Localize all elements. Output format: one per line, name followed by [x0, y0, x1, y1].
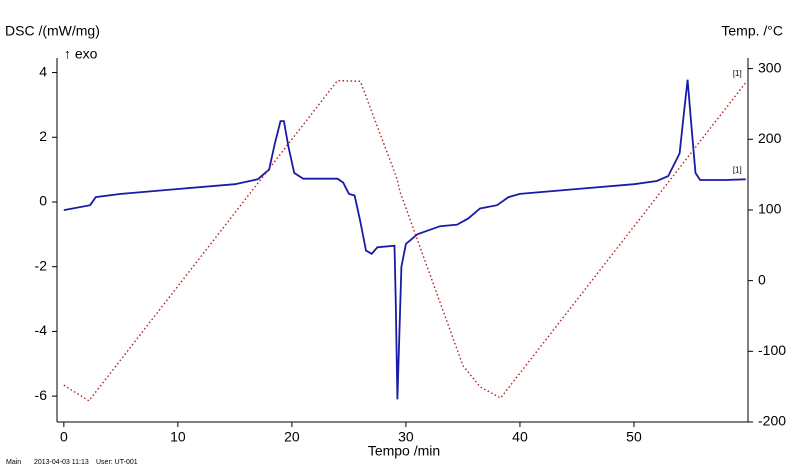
- y2-tick-label: 100: [758, 201, 782, 217]
- x-tick-label: 30: [398, 429, 414, 445]
- x-tick-label: 40: [512, 429, 528, 445]
- y2-tick-label: 300: [758, 59, 782, 75]
- y-axis-title: DSC /(mW/mg): [5, 23, 100, 39]
- x-tick-label: 50: [626, 429, 642, 445]
- y2-tick-label: 0: [758, 271, 766, 287]
- x-tick-label: 0: [60, 429, 68, 445]
- y-tick-label: 0: [39, 193, 47, 209]
- footer-text: 2013-04-03 11:13: [34, 459, 89, 466]
- series-label: [1]: [733, 69, 742, 78]
- y-tick-label: -4: [35, 322, 48, 338]
- series-line: [63, 79, 746, 400]
- series-line: [63, 79, 747, 402]
- y-tick-label: 2: [39, 128, 47, 144]
- x-axis-title: Tempo /min: [368, 443, 440, 459]
- y2-axis-title: Temp. /°C: [721, 23, 783, 39]
- y2-tick-label: -100: [758, 342, 786, 358]
- x-tick-label: 10: [170, 429, 186, 445]
- x-tick-label: 20: [284, 429, 300, 445]
- y2-tick-label: -200: [758, 413, 786, 429]
- y-tick-label: -6: [35, 387, 48, 403]
- y-tick-label: 4: [39, 63, 47, 79]
- footer-text: Main: [6, 459, 21, 466]
- y2-tick-label: 200: [758, 130, 782, 146]
- series-label: [1]: [733, 165, 742, 174]
- y-axis-note: ↑ exo: [64, 46, 98, 62]
- y-tick-label: -2: [35, 257, 48, 273]
- footer-text: User: UT-001: [96, 459, 138, 466]
